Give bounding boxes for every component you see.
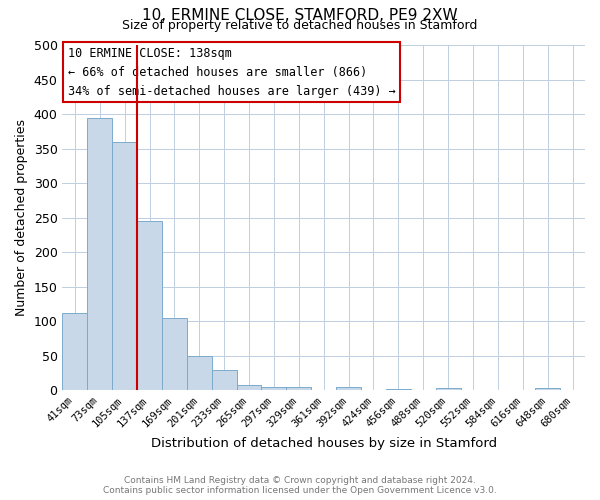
- Bar: [88, 118, 112, 390]
- Bar: [236, 384, 262, 390]
- Bar: [162, 318, 187, 390]
- Bar: [187, 356, 212, 390]
- Text: 10 ERMINE CLOSE: 138sqm
← 66% of detached houses are smaller (866)
34% of semi-d: 10 ERMINE CLOSE: 138sqm ← 66% of detache…: [68, 46, 395, 98]
- Bar: [137, 221, 162, 390]
- Y-axis label: Number of detached properties: Number of detached properties: [15, 119, 28, 316]
- Text: Contains HM Land Registry data © Crown copyright and database right 2024.
Contai: Contains HM Land Registry data © Crown c…: [103, 476, 497, 495]
- Text: Size of property relative to detached houses in Stamford: Size of property relative to detached ho…: [122, 19, 478, 32]
- X-axis label: Distribution of detached houses by size in Stamford: Distribution of detached houses by size …: [151, 437, 497, 450]
- Bar: [212, 370, 236, 390]
- Bar: [336, 387, 361, 390]
- Bar: [286, 387, 311, 390]
- Bar: [386, 389, 411, 390]
- Text: 10, ERMINE CLOSE, STAMFORD, PE9 2XW: 10, ERMINE CLOSE, STAMFORD, PE9 2XW: [142, 8, 458, 22]
- Bar: [535, 388, 560, 390]
- Bar: [262, 387, 286, 390]
- Bar: [62, 313, 88, 390]
- Bar: [436, 388, 461, 390]
- Bar: [112, 142, 137, 390]
